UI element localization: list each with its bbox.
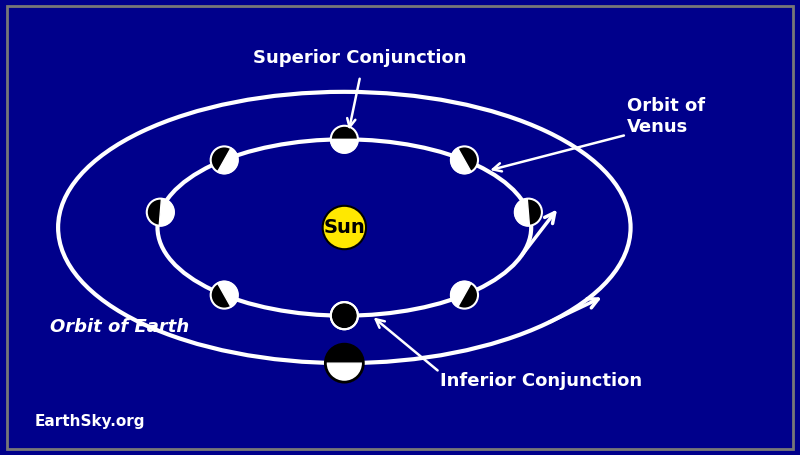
Wedge shape — [514, 199, 530, 226]
Wedge shape — [326, 363, 363, 382]
Circle shape — [210, 282, 238, 308]
Wedge shape — [451, 148, 471, 173]
Circle shape — [146, 199, 174, 226]
Circle shape — [322, 206, 366, 249]
Text: Orbit of
Venus: Orbit of Venus — [626, 97, 705, 136]
Wedge shape — [330, 139, 358, 153]
Circle shape — [451, 147, 478, 173]
Text: Inferior Conjunction: Inferior Conjunction — [440, 372, 642, 390]
Wedge shape — [330, 302, 358, 316]
Circle shape — [330, 126, 358, 153]
Circle shape — [451, 282, 478, 308]
Wedge shape — [326, 344, 363, 363]
Wedge shape — [330, 316, 358, 329]
Circle shape — [330, 302, 358, 329]
Circle shape — [210, 147, 238, 173]
Wedge shape — [218, 148, 238, 173]
Text: Earth: Earth — [326, 352, 363, 365]
Text: Sun: Sun — [323, 218, 366, 237]
Wedge shape — [451, 282, 471, 307]
Wedge shape — [218, 282, 238, 307]
Text: Superior Conjunction: Superior Conjunction — [254, 49, 467, 67]
Wedge shape — [330, 302, 358, 316]
Wedge shape — [159, 199, 174, 226]
Circle shape — [514, 199, 542, 226]
Text: Orbit of Earth: Orbit of Earth — [50, 318, 190, 336]
Text: EarthSky.org: EarthSky.org — [34, 415, 145, 430]
